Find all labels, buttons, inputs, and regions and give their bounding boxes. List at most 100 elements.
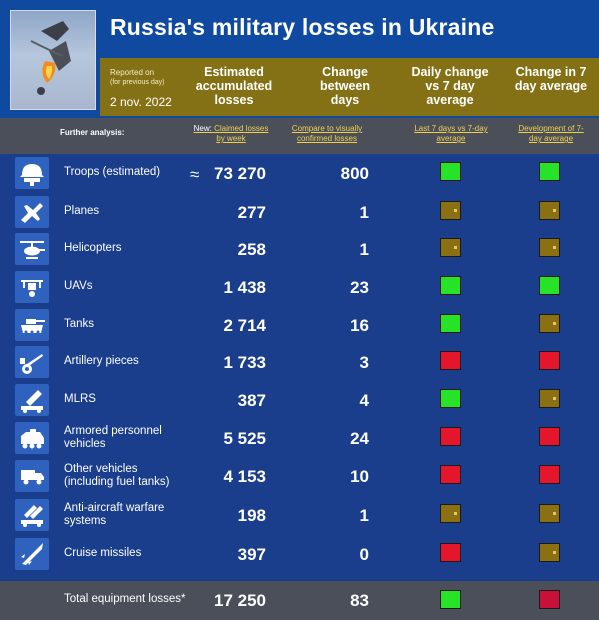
page-title: Russia's military losses in Ukraine [110, 14, 495, 40]
link-last-7-days[interactable]: Last 7 days vs 7-day average [414, 124, 488, 143]
accumulated-value: 387 [237, 391, 266, 410]
table-row: Other vehicles (including fuel tanks) 4 1… [0, 459, 599, 497]
weekly-average-indicator [539, 389, 560, 408]
daily-vs-average-indicator [440, 543, 461, 562]
table-row: Armored personnel vehicles 5 525 24 [0, 421, 599, 459]
table-row: Troops (estimated) ≈73 270 800 [0, 156, 599, 194]
table-row: Tanks 2 714 16 [0, 308, 599, 346]
daily-vs-average-indicator [440, 276, 461, 295]
helmet-icon [15, 157, 49, 189]
row-label: MLRS [64, 393, 96, 405]
table-row: UAVs 1 438 23 [0, 270, 599, 308]
weekly-average-indicator [539, 351, 560, 370]
row-label: Helicopters [64, 242, 122, 254]
drone-icon [15, 271, 49, 303]
header-photo [10, 10, 96, 110]
total-weekly-indicator [539, 590, 560, 609]
row-label: Planes [64, 205, 100, 217]
total-label: Total equipment losses* [64, 593, 186, 605]
accumulated-value: 2 714 [223, 316, 266, 335]
helicopter-icon [15, 233, 49, 265]
col-header-weekly: Change in 7 day average [514, 65, 588, 93]
weekly-average-indicator [539, 276, 560, 295]
daily-change-value: 23 [350, 278, 369, 297]
col-header-daily: Daily change vs 7 day average [411, 65, 489, 107]
analysis-band: Further analysis: New: Claimed losses by… [0, 118, 599, 154]
table-row: Anti-aircraft warfare systems 198 1 [0, 498, 599, 536]
accumulated-value: 198 [237, 506, 266, 525]
daily-change-value: 1 [359, 506, 369, 525]
approx-symbol: ≈ [190, 165, 200, 184]
weekly-average-indicator [539, 162, 560, 181]
reported-sub: (for previous day) [110, 79, 165, 86]
weekly-average-indicator [539, 543, 560, 562]
row-label: Other vehicles (including fuel tanks) [64, 463, 170, 488]
link-prefix: New: [193, 124, 215, 133]
row-label: Anti-aircraft warfare systems [64, 502, 165, 527]
mlrs-icon [15, 384, 49, 416]
weekly-average-indicator [539, 201, 560, 220]
link-claimed-losses[interactable]: New: Claimed losses by week [192, 124, 270, 144]
row-label: Cruise missiles [64, 547, 142, 559]
total-daily-indicator [440, 590, 461, 609]
apc-icon [15, 422, 49, 454]
analysis-label: Further analysis: [60, 128, 125, 137]
weekly-average-indicator [539, 427, 560, 446]
table-row: MLRS 387 4 [0, 383, 599, 421]
weekly-average-indicator [539, 314, 560, 333]
link-visually-confirmed[interactable]: Compare to visually confirmed losses [291, 124, 363, 143]
link-text: Claimed losses by week [214, 124, 269, 143]
report-date: 2 nov. 2022 [110, 95, 172, 109]
accumulated-value: 397 [237, 545, 266, 564]
header: Russia's military losses in Ukraine Repo… [0, 0, 599, 118]
daily-vs-average-indicator [440, 465, 461, 484]
total-value: 17 250 [214, 591, 266, 610]
daily-change-value: 0 [359, 545, 369, 564]
daily-vs-average-indicator [440, 351, 461, 370]
row-label: Armored personnel vehicles [64, 425, 162, 450]
row-label: Troops (estimated) [64, 166, 161, 178]
weekly-average-indicator [539, 238, 560, 257]
reported-note: Reported on (for previous day) [110, 68, 164, 88]
table-row: Artillery pieces 1 733 3 [0, 345, 599, 383]
accumulated-value: 277 [237, 203, 266, 222]
row-label: UAVs [64, 280, 93, 292]
missile-icon [15, 538, 49, 570]
accumulated-value: 5 525 [223, 429, 266, 448]
daily-change-value: 10 [350, 467, 369, 486]
daily-vs-average-indicator [440, 504, 461, 523]
total-change: 83 [350, 591, 369, 610]
table-row: Cruise missiles 397 0 [0, 537, 599, 575]
reported-label: Reported on [110, 68, 155, 77]
col-header-accumulated: Estimated accumulated losses [195, 65, 273, 107]
daily-vs-average-indicator [440, 314, 461, 333]
accumulated-value: 73 270 [214, 164, 266, 183]
accumulated-value: 1 733 [223, 353, 266, 372]
table-row: Planes 277 1 [0, 195, 599, 233]
daily-vs-average-indicator [440, 427, 461, 446]
header-band: Reported on (for previous day) 2 nov. 20… [100, 58, 599, 116]
row-label: Tanks [64, 318, 95, 330]
accumulated-value: 4 153 [223, 467, 266, 486]
table-row: Helicopters 258 1 [0, 232, 599, 270]
jet-icon [15, 196, 49, 228]
daily-change-value: 1 [359, 240, 369, 259]
daily-vs-average-indicator [440, 389, 461, 408]
col-header-change: Change between days [319, 65, 370, 107]
daily-change-value: 1 [359, 203, 369, 222]
accumulated-value: 258 [237, 240, 266, 259]
daily-change-value: 4 [359, 391, 369, 410]
truck-icon [15, 460, 49, 492]
total-row: Total equipment losses* 17 250 83 [0, 581, 599, 620]
daily-vs-average-indicator [440, 162, 461, 181]
anti-aircraft-icon [15, 499, 49, 531]
tank-icon [15, 309, 49, 341]
daily-change-value: 24 [350, 429, 369, 448]
weekly-average-indicator [539, 504, 560, 523]
row-label: Artillery pieces [64, 355, 139, 367]
link-development-7-day[interactable]: Development of 7-day average [518, 124, 584, 143]
weekly-average-indicator [539, 465, 560, 484]
daily-change-value: 3 [359, 353, 369, 372]
daily-change-value: 800 [340, 164, 369, 183]
